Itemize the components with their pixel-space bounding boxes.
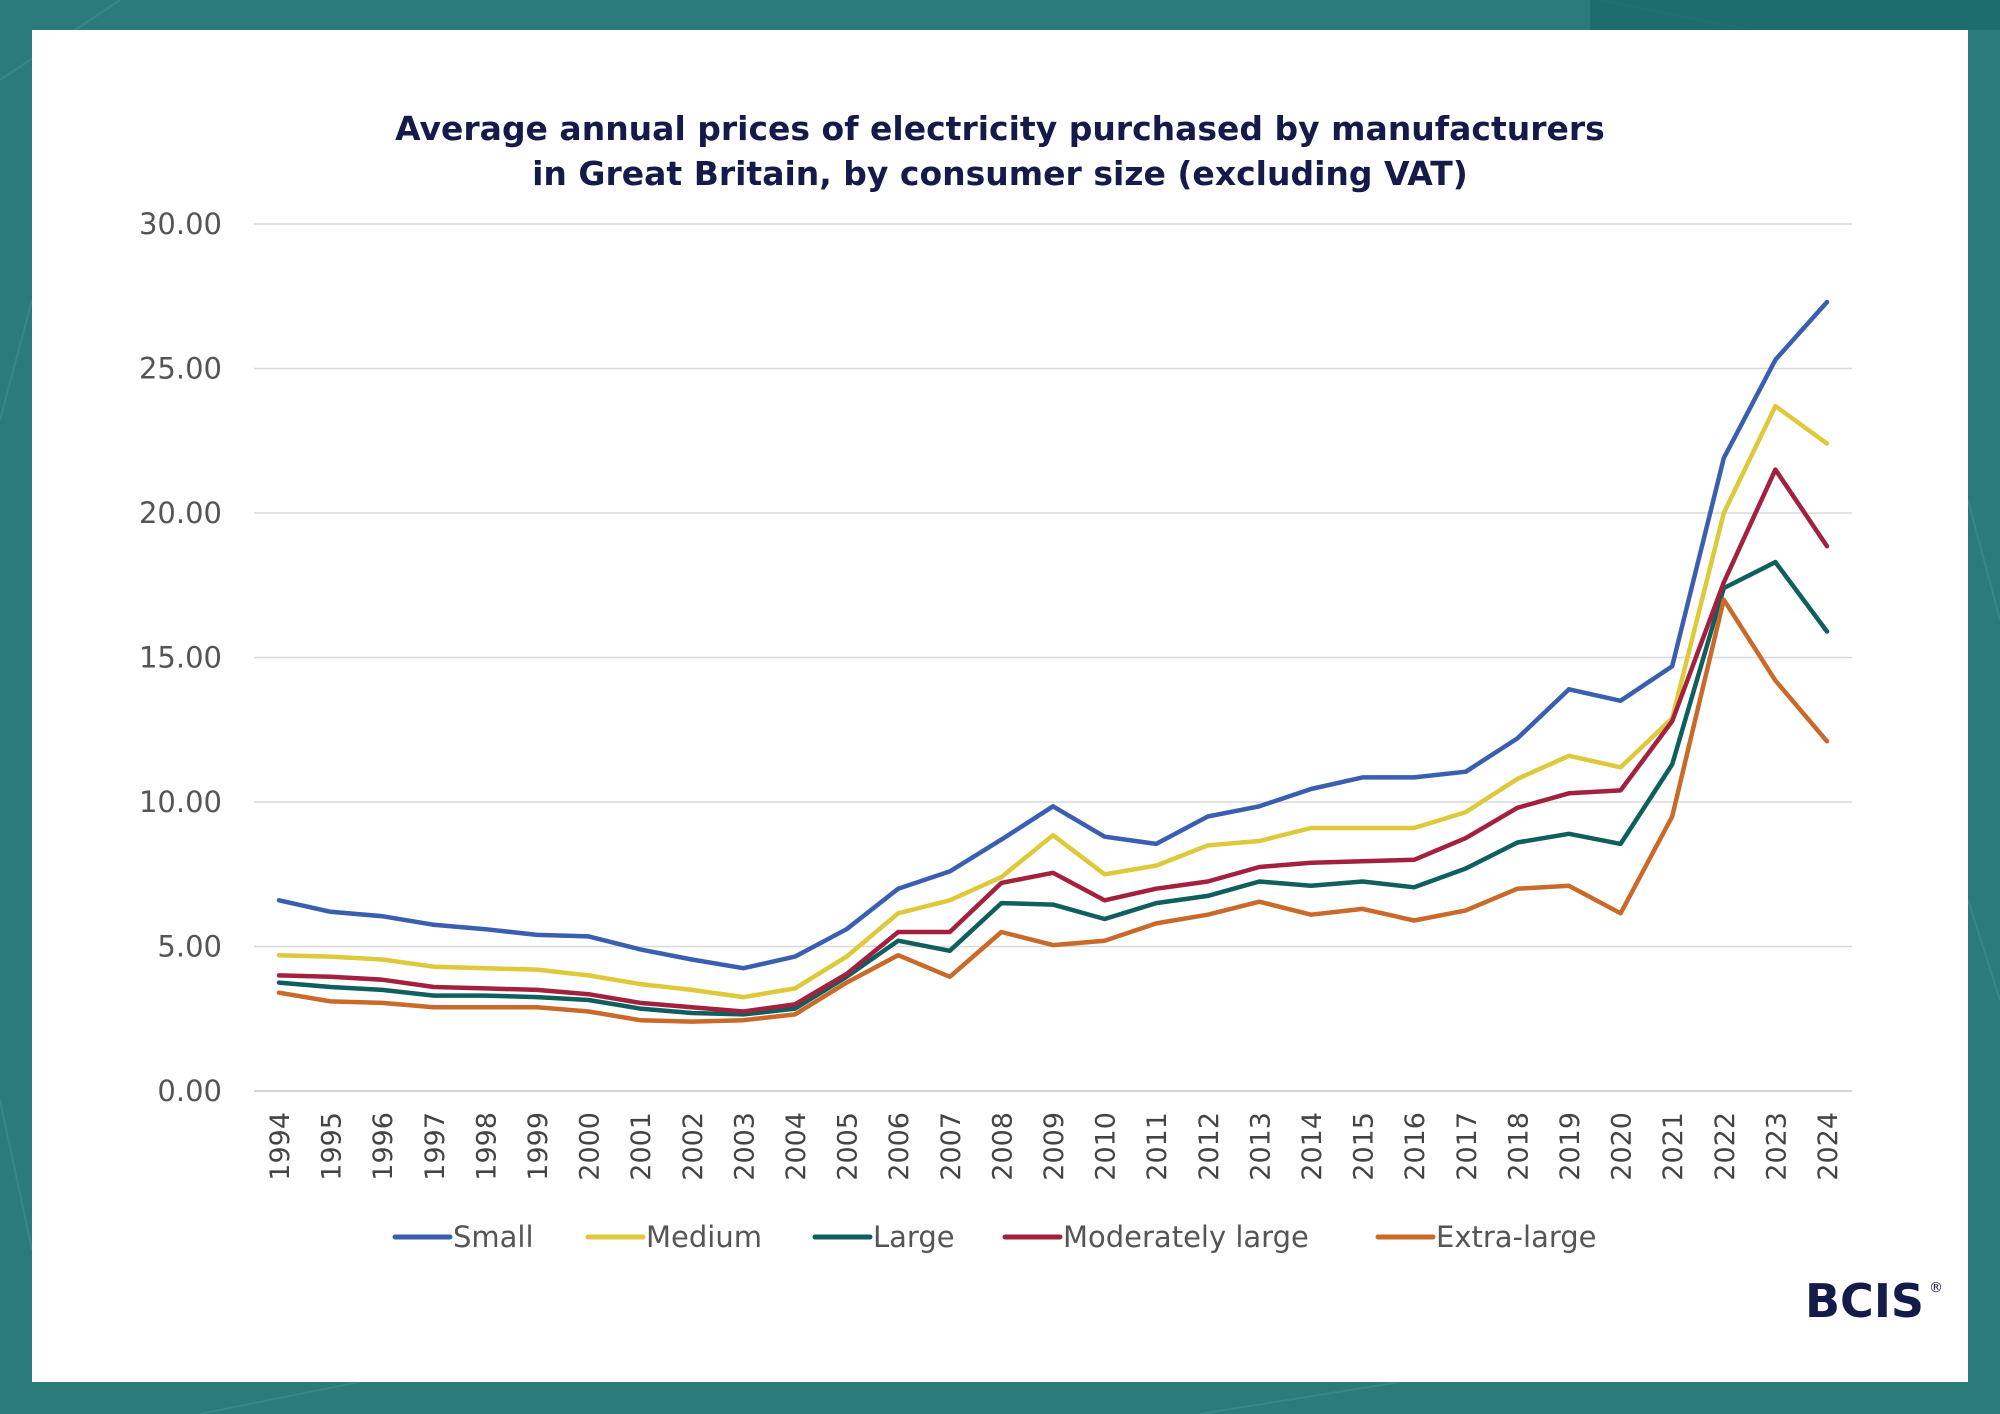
- x-tick-label: 2005: [833, 1112, 864, 1181]
- legend-label: Large: [873, 1220, 955, 1254]
- gridlines: [254, 223, 1852, 1092]
- y-tick-label: 10.00: [139, 785, 222, 819]
- chart-title-line-2: in Great Britain, by consumer size (excl…: [532, 154, 1468, 193]
- x-tick-label: 2003: [729, 1112, 760, 1181]
- x-tick-label: 2023: [1761, 1112, 1792, 1181]
- series-lines: [276, 299, 1830, 1024]
- x-tick-label: 2007: [936, 1112, 967, 1181]
- x-tick-label: 2010: [1091, 1112, 1122, 1181]
- x-tick-label: 1997: [420, 1112, 451, 1181]
- series-line-medium: [276, 403, 1830, 1000]
- legend-item: Medium: [585, 1220, 762, 1254]
- x-tick-label: 2016: [1400, 1112, 1431, 1181]
- x-tick-label: 2002: [678, 1112, 709, 1181]
- series-line-moderately-large: [276, 467, 1830, 1014]
- legend-item: Small: [392, 1220, 534, 1254]
- x-tick-label: 2001: [626, 1112, 657, 1181]
- x-tick-label: 1998: [471, 1112, 502, 1181]
- legend-label: Extra-large: [1436, 1220, 1597, 1254]
- logo-registered-mark: ®: [1929, 1280, 1943, 1296]
- x-tick-label: 2008: [987, 1112, 1018, 1181]
- x-tick-label: 1994: [265, 1112, 296, 1181]
- x-tick-label: 2000: [575, 1112, 606, 1181]
- x-tick-label: 2015: [1349, 1112, 1380, 1181]
- legend-label: Medium: [646, 1220, 762, 1254]
- series-line-large: [276, 559, 1830, 1017]
- x-tick-label: 2024: [1813, 1112, 1844, 1181]
- x-tick-label: 2018: [1503, 1112, 1534, 1181]
- x-tick-label: 1999: [523, 1112, 554, 1181]
- series-line-extra-large: [276, 597, 1830, 1024]
- x-tick-label: 2013: [1245, 1112, 1276, 1181]
- x-tick-label: 2006: [884, 1112, 915, 1181]
- bcis-logo: BCIS ®: [1805, 1274, 1943, 1328]
- x-tick-label: 2009: [1039, 1112, 1070, 1181]
- y-tick-label: 30.00: [139, 207, 222, 241]
- x-tick-label: 1995: [317, 1112, 348, 1181]
- x-tick-label: 2020: [1607, 1112, 1638, 1181]
- y-tick-label: 5.00: [157, 930, 222, 964]
- x-tick-label: 2004: [781, 1112, 812, 1181]
- legend-label: Small: [453, 1220, 534, 1254]
- x-axis-ticks: 1994 1995 1996 1997 1998 1999 2000 2001 2002 2003…: [265, 1112, 1844, 1181]
- x-tick-label: 1996: [368, 1112, 399, 1181]
- y-tick-label: 15.00: [139, 641, 222, 675]
- x-tick-label: 2017: [1452, 1112, 1483, 1181]
- series-line-small: [276, 299, 1830, 971]
- chart-title-line-1: Average annual prices of electricity pur…: [395, 109, 1605, 148]
- y-tick-label: 25.00: [139, 352, 222, 386]
- legend: Small Medium Large Moderately large Extra-la…: [392, 1220, 1597, 1254]
- x-tick-label: 2012: [1194, 1112, 1225, 1181]
- y-tick-label: 0.00: [157, 1074, 222, 1108]
- logo-text: BCIS: [1805, 1274, 1924, 1328]
- y-axis-ticks: 0.00 5.00 10.00 15.00 20.00 25.00 30.00: [139, 207, 222, 1108]
- legend-item: Large: [812, 1220, 955, 1254]
- y-tick-label: 20.00: [139, 496, 222, 530]
- x-tick-label: 2011: [1142, 1112, 1173, 1181]
- legend-label: Moderately large: [1063, 1220, 1309, 1254]
- legend-item: Extra-large: [1375, 1220, 1597, 1254]
- x-tick-label: 2019: [1555, 1112, 1586, 1181]
- x-tick-label: 2014: [1297, 1112, 1328, 1181]
- legend-item: Moderately large: [1002, 1220, 1309, 1254]
- chart-card: [32, 30, 1968, 1382]
- x-tick-label: 2021: [1658, 1112, 1689, 1181]
- x-tick-label: 2022: [1710, 1112, 1741, 1181]
